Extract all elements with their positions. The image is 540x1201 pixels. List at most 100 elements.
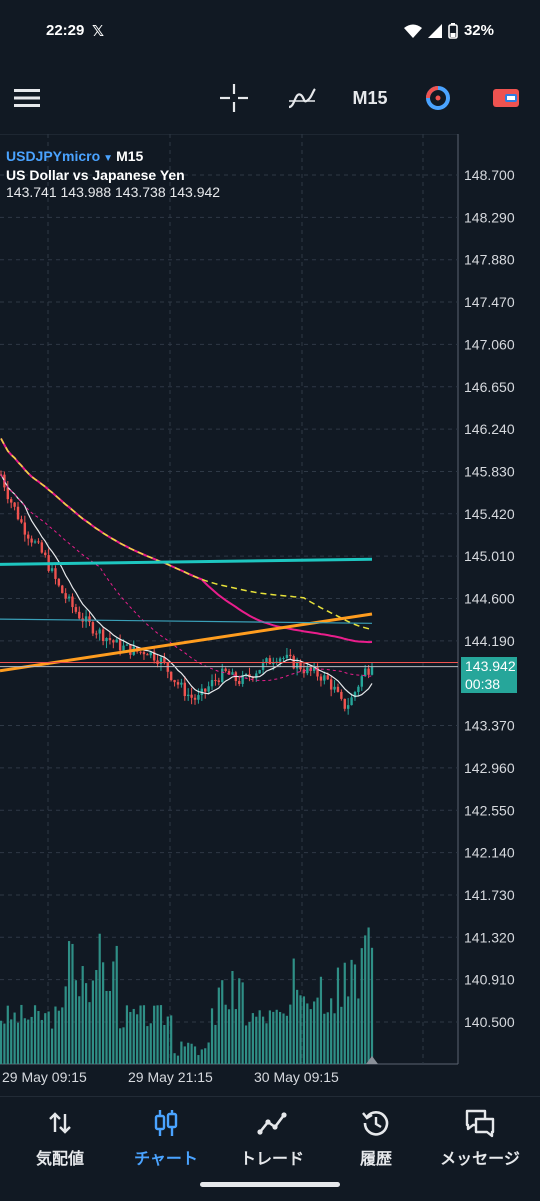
volume-bar [289,1004,292,1064]
quotes-icon [49,1112,71,1134]
indicators-button[interactable] [284,70,320,126]
candle-body [30,538,33,543]
candle-body [139,651,142,653]
candle-body [44,552,47,556]
volume-bar [210,1008,214,1064]
volume-bar [265,1023,268,1064]
volume-bar [343,962,346,1064]
y-tick-label: 140.910 [464,972,515,988]
volume-bar [279,1011,282,1064]
price-chart[interactable]: 148.700 148.290 147.880 147.470 147.060 146.6… [0,134,540,1094]
volume-bar [3,1023,6,1064]
y-tick-label: 142.550 [464,802,515,818]
volume-bar [13,1012,16,1064]
volume-bar [244,1025,248,1064]
nav-chart[interactable]: チャート [112,1107,220,1169]
candle-body [112,640,115,643]
volume-bar [227,1009,231,1064]
candle-body [163,657,166,663]
nav-quotes-label: 気配値 [35,1151,84,1168]
volume-bar [33,1005,37,1064]
wifi-icon [403,24,422,38]
chart-canvas[interactable]: 148.700 148.290 147.880 147.470 147.060 146.6… [0,134,540,1094]
volume-bar [176,1055,180,1064]
hamburger-icon [14,89,40,107]
indicator-icon [288,88,316,109]
candle-body [176,682,180,685]
y-tick-label: 148.290 [464,209,515,225]
candle-body [367,668,370,675]
candle-body [169,671,173,681]
crosshair-button[interactable] [216,70,252,126]
y-tick-label: 145.830 [464,463,515,479]
volume-bar [149,1023,152,1064]
nav-history[interactable]: 履歴 [322,1107,430,1169]
volume-bar [37,1011,40,1064]
nav-messages[interactable]: メッセージ [426,1107,534,1169]
volume-bar [84,983,88,1064]
volume-bar [122,1027,125,1064]
nav-quotes[interactable]: 気配値 [6,1107,114,1169]
volume-bar [367,927,370,1064]
timeframe-button[interactable]: M15 [352,87,388,108]
nav-trade-label: トレード [239,1151,304,1168]
volume-bar [136,1014,139,1064]
y-tick-label: 142.960 [464,760,515,776]
candle-body [241,675,244,684]
candle-body [152,651,156,661]
chart-toolbar: M15 [0,70,540,126]
volume-bar [282,1013,285,1064]
candle-body [210,680,214,687]
volume-bar [163,1024,166,1064]
bar-countdown: 00:38 [461,675,517,693]
candle-body [173,680,176,683]
candle-body [350,697,353,706]
volume-bar [357,998,360,1064]
volume-bar [214,1024,217,1064]
candle-body [122,645,125,651]
symbol-dropdown-icon[interactable]: ▼ [103,153,114,164]
candle-body [319,676,323,681]
volume-bar [146,1026,149,1064]
candle-body [363,668,367,677]
volume-bar [330,998,333,1064]
candle-body [10,499,13,503]
candle-body [115,639,118,643]
nav-messages-label: メッセージ [440,1151,520,1168]
volume-bar [74,980,77,1064]
volume-bar [112,961,115,1064]
candle-body [204,688,207,692]
candle-body [101,629,105,641]
candle-body [214,680,217,682]
candle-body [353,692,357,698]
candle-body [61,585,64,594]
volume-bar [261,1016,265,1064]
menu-button[interactable] [8,70,46,126]
trade-button[interactable] [488,70,524,126]
candle-body [180,682,183,685]
volume-bar [115,945,118,1064]
nav-trade[interactable]: トレード [218,1107,326,1169]
volume-bar [170,1015,173,1064]
candle-body [183,682,186,697]
candle-body [231,672,234,675]
symbol-name[interactable]: USDJPYmicro [6,148,101,164]
y-tick-label: 143.370 [464,718,515,734]
candle-body [323,675,326,681]
candle-body [108,637,112,641]
volume-bar [248,1022,251,1064]
one-click-trading-button[interactable] [420,70,456,126]
symbol-description: US Dollar vs Japanese Yen [6,167,185,183]
volume-bar [187,1042,190,1064]
volume-bar [27,1019,30,1064]
status-right: 32% [403,22,494,39]
candle-body [187,694,190,697]
volume-bar [299,995,302,1064]
volume-bar [353,964,357,1064]
candle-body [258,670,261,674]
volume-bar [81,966,84,1064]
volume-bar [180,1041,183,1064]
volume-bar [183,1046,186,1064]
volume-bar [268,1010,271,1064]
chart-timeframe: M15 [116,148,144,164]
